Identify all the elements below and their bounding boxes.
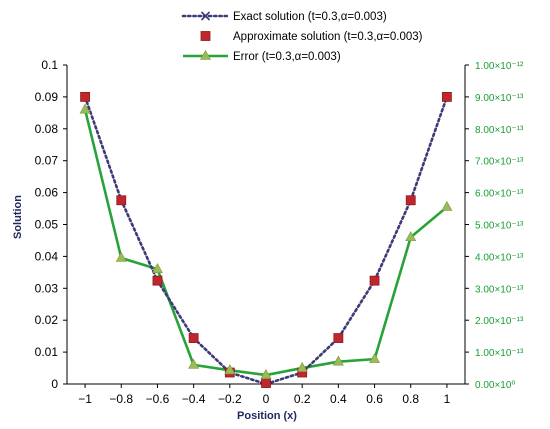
x-axis-title: Position (x) (237, 410, 297, 422)
x-tick-label: −1 (78, 392, 92, 406)
x-tick-label: 0.4 (330, 392, 347, 406)
right-tick-label: 7.00×10⁻¹³ (475, 157, 524, 168)
legend: Exact solution (t=0.3,α=0.003) Approximat… (181, 11, 423, 63)
left-tick-label: 0.02 (35, 313, 59, 327)
approx-point (80, 92, 90, 102)
left-tick-label: 0.1 (41, 58, 58, 72)
left-axis: 0 0.01 0.02 0.03 0.04 0.05 0.06 0.07 0.08 0.09 0.1 (35, 58, 67, 391)
left-tick-label: 0.07 (35, 154, 59, 168)
x-tick-label: 0.8 (402, 392, 419, 406)
error-point (224, 364, 236, 375)
x-tick-label: 0 (263, 392, 270, 406)
x-tick-label: −0.4 (182, 392, 206, 406)
approx-point (442, 92, 452, 102)
left-tick-label: 0.05 (35, 218, 59, 232)
error-point (405, 231, 417, 242)
left-tick-label: 0 (51, 377, 58, 391)
error-point (441, 200, 453, 211)
approx-point (116, 195, 127, 206)
right-tick-label: 0.00×10⁰ (475, 380, 515, 391)
error-point (188, 358, 200, 369)
right-tick-label: 5.00×10⁻¹³ (475, 221, 524, 232)
x-tick-label: 1 (444, 392, 451, 406)
approx-point (405, 195, 416, 206)
right-tick-label: 4.00×10⁻¹³ (475, 252, 524, 263)
error-point (369, 353, 381, 363)
x-tick-label: −0.2 (218, 392, 242, 406)
right-tick-label: 1.00×10⁻¹² (475, 61, 524, 72)
x-tick-label: 0.2 (294, 392, 311, 406)
error-point (296, 361, 308, 372)
error-point (260, 368, 272, 379)
y-axis-title: Solution (12, 195, 24, 239)
approx-point (188, 333, 199, 343)
legend-approx-swatch (200, 31, 211, 41)
x-tick-label: −0.8 (109, 392, 133, 406)
x-tick-label: −0.6 (146, 392, 170, 406)
legend-exact-label: Exact solution (t=0.3,α=0.003) (233, 11, 387, 23)
right-axis: 0.00×10⁰ 1.00×10⁻¹³ 2.00×10⁻¹³ 3.00×10⁻¹³ 4.… (465, 61, 524, 391)
legend-exact-marker (200, 11, 211, 21)
approx-point (333, 333, 344, 343)
legend-error-label: Error (t=0.3,α=0.003) (233, 51, 341, 63)
approx-point (261, 378, 271, 388)
left-tick-label: 0.08 (35, 122, 59, 136)
approx-point (369, 275, 380, 286)
legend-approx-label: Approximate solution (t=0.3,α=0.003) (233, 31, 423, 43)
right-tick-label: 1.00×10⁻¹³ (475, 348, 524, 359)
left-tick-label: 0.03 (35, 281, 59, 295)
error-point (151, 263, 163, 273)
left-tick-label: 0.01 (35, 345, 59, 359)
right-tick-label: 3.00×10⁻¹³ (475, 284, 524, 295)
approx-point (152, 275, 163, 286)
series-layer (79, 92, 453, 388)
exact-series-line (83, 95, 449, 386)
left-tick-label: 0.09 (35, 90, 59, 104)
right-tick-label: 6.00×10⁻¹³ (475, 189, 524, 200)
plot-frame (66, 65, 466, 385)
legend-error-marker (199, 49, 212, 60)
x-axis: −1 −0.8 −0.6 −0.4 −0.2 0 0.2 0.4 0.6 0.8 1 (78, 384, 451, 406)
error-point (115, 251, 127, 262)
x-tick-label: 0.6 (366, 392, 383, 406)
right-tick-label: 9.00×10⁻¹³ (475, 93, 524, 104)
right-tick-label: 2.00×10⁻¹³ (475, 316, 524, 327)
left-tick-label: 0.04 (35, 249, 59, 263)
error-point (79, 103, 91, 114)
right-tick-label: 8.00×10⁻¹³ (475, 125, 524, 136)
error-point (332, 355, 344, 366)
left-tick-label: 0.06 (35, 186, 59, 200)
